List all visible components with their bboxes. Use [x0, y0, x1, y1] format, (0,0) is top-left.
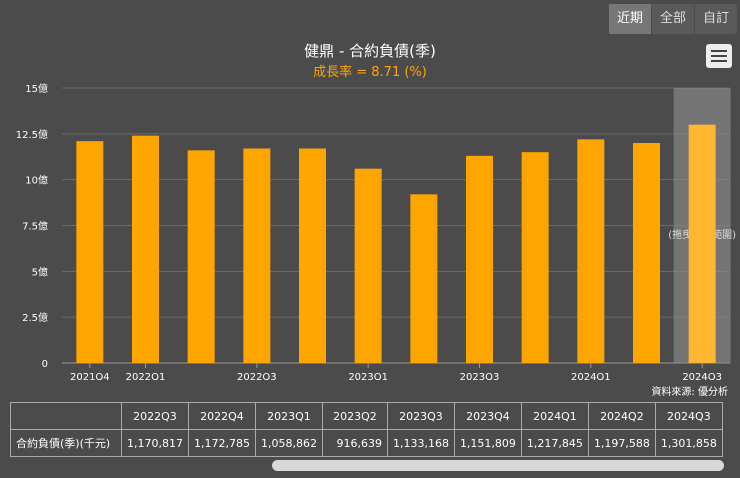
table-cell: 1,217,845 — [520, 429, 589, 457]
tab-all[interactable]: 全部 — [651, 4, 694, 34]
y-tick-label: 12.5億 — [16, 128, 48, 141]
table-cell: 916,639 — [321, 429, 388, 457]
x-tick-label: 2024Q1 — [571, 372, 611, 380]
table-header: 2023Q3 — [386, 402, 455, 430]
hamburger-menu-icon[interactable] — [706, 44, 732, 68]
x-tick-label: 2023Q1 — [348, 372, 388, 380]
table-cell: 1,133,168 — [386, 429, 455, 457]
bar-chart[interactable]: 02.5億5億7.5億10億12.5億15億(拖曳重選範圍)2021Q42022… — [0, 80, 740, 380]
y-tick-label: 15億 — [25, 82, 48, 95]
x-tick-label: 2023Q3 — [460, 372, 500, 380]
table-header: 2023Q2 — [321, 402, 388, 430]
table-header: 2023Q1 — [254, 402, 323, 430]
x-tick-label: 2021Q4 — [70, 372, 110, 380]
bar — [243, 148, 271, 363]
table-cell: 1,197,588 — [587, 429, 656, 457]
bar — [76, 141, 104, 363]
bar — [633, 143, 660, 363]
bar — [688, 124, 716, 363]
y-tick-label: 7.5億 — [22, 220, 48, 233]
table-header: 2022Q3 — [121, 402, 189, 430]
table-cell: 1,172,785 — [187, 429, 256, 457]
row-label: 合約負債(季)(千元) — [10, 429, 122, 457]
horizontal-scrollbar[interactable] — [272, 460, 724, 471]
y-tick-label: 10億 — [25, 174, 48, 187]
table-corner — [10, 402, 122, 430]
tab-recent[interactable]: 近期 — [608, 4, 651, 34]
data-source: 資料來源: 優分析 — [651, 387, 728, 398]
bar — [466, 155, 493, 363]
table-cell: 1,170,817 — [121, 429, 189, 457]
data-table: 2022Q3 2022Q4 2023Q1 2023Q2 2023Q3 2023Q… — [10, 402, 723, 457]
table-cell: 1,151,809 — [453, 429, 522, 457]
table-cell: 1,301,858 — [654, 429, 723, 457]
table-header: 2024Q3 — [654, 402, 723, 430]
x-tick-label: 2022Q1 — [126, 372, 166, 380]
table-header-row: 2022Q3 2022Q4 2023Q1 2023Q2 2023Q3 2023Q… — [10, 402, 723, 430]
table-header: 2024Q2 — [587, 402, 656, 430]
chart-subtitle: 成長率 = 8.71 (%) — [313, 65, 427, 80]
chart-title: 健鼎 - 合約負債(季) — [304, 42, 436, 60]
y-tick-label: 5億 — [32, 265, 48, 278]
bar — [410, 194, 438, 363]
table-header: 2024Q1 — [520, 402, 589, 430]
table-header: 2023Q4 — [453, 402, 522, 430]
bar — [521, 152, 549, 363]
range-tabs: 近期 全部 自訂 — [608, 4, 737, 34]
y-tick-label: 0 — [42, 359, 48, 370]
bar — [354, 168, 382, 363]
bar — [299, 148, 326, 363]
table-header: 2022Q4 — [187, 402, 256, 430]
bar — [132, 135, 159, 363]
tab-custom[interactable]: 自訂 — [694, 4, 737, 34]
bar — [187, 150, 215, 363]
x-tick-label: 2022Q3 — [237, 372, 277, 380]
x-tick-label: 2024Q3 — [682, 372, 722, 380]
table-cell: 1,058,862 — [254, 429, 323, 457]
bar — [577, 139, 605, 363]
y-tick-label: 2.5億 — [22, 311, 48, 324]
table-row: 合約負債(季)(千元) 1,170,817 1,172,785 1,058,86… — [10, 429, 723, 457]
